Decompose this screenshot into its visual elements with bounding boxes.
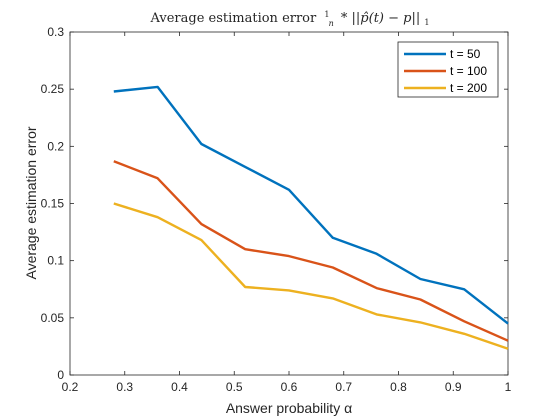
legend-label: t = 200 [450, 81, 487, 95]
x-axis-label: Answer probability α [226, 400, 352, 416]
title-norm-expr: * ||p̂(t) − p|| [341, 11, 420, 26]
x-tick-label: 0.9 [445, 380, 462, 394]
title-prefix: Average estimation error [150, 11, 317, 26]
x-tick-label: 0.3 [116, 380, 133, 394]
y-tick-label: 0.15 [41, 197, 65, 211]
x-tick-label: 0.5 [226, 380, 243, 394]
legend-items: t = 50 t = 100 t = 200 [404, 47, 487, 95]
x-tick-label: 0.7 [335, 380, 352, 394]
x-tick-label: 1 [505, 380, 512, 394]
x-tick-label: 0.8 [390, 380, 407, 394]
title-frac-den: n [329, 19, 334, 28]
y-axis-label: Average estimation error [23, 126, 39, 279]
x-tick-label: 0.4 [171, 380, 188, 394]
legend: t = 50 t = 100 t = 200 [398, 42, 498, 97]
x-tick-label: 0.6 [281, 380, 298, 394]
title-subscript: 1 [424, 18, 429, 27]
x-tick-label: 0.2 [62, 380, 79, 394]
y-tick-label: 0.05 [41, 311, 65, 325]
title-frac-num: 1 [324, 10, 329, 19]
y-tick-label: 0.2 [47, 139, 64, 153]
y-tick-label: 0.3 [47, 25, 64, 39]
y-tick-label: 0.25 [41, 82, 65, 96]
legend-label: t = 100 [450, 64, 487, 78]
legend-label: t = 50 [450, 47, 481, 61]
y-tick-label: 0.1 [47, 254, 64, 268]
